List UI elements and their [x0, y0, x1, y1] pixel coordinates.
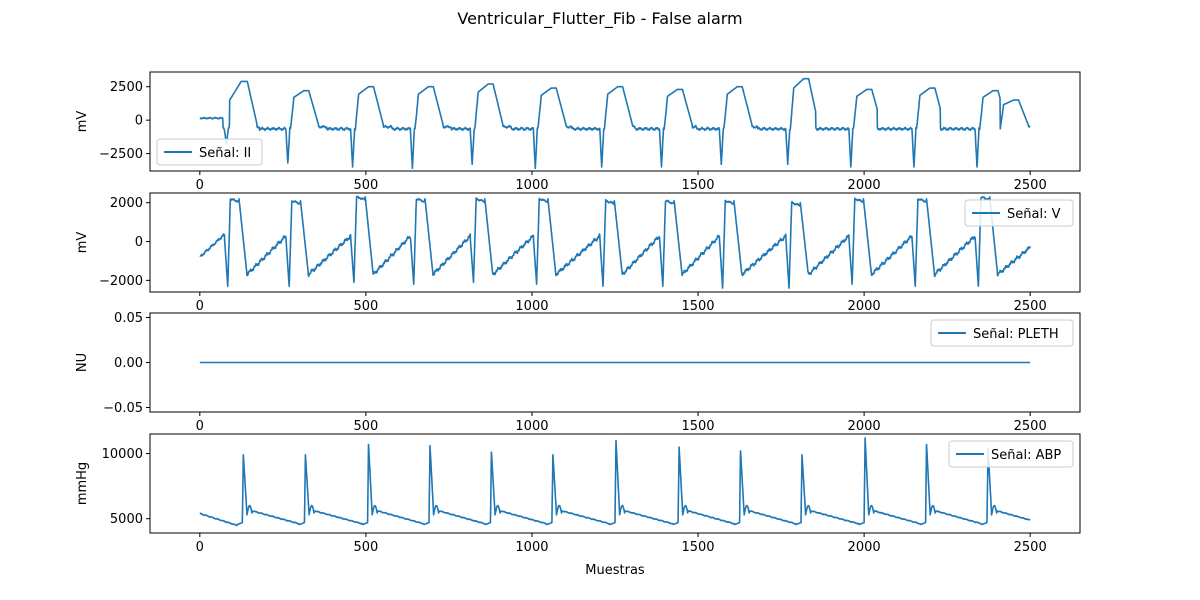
- axes-frame: [149, 433, 1081, 534]
- x-tick-label: 1500: [681, 540, 714, 555]
- legend-box: [964, 199, 1074, 227]
- y-tick-label: 10000: [102, 447, 143, 462]
- x-tick-label: 500: [353, 419, 378, 434]
- x-tick-label: 1500: [681, 299, 714, 314]
- y-tick-label: −2500: [99, 147, 143, 162]
- x-tick-label: 2000: [848, 299, 881, 314]
- subplot-3: 0 500 1000 1500 2000 2500 −0.05 0.00 0.05 NU Señal…: [75, 311, 1081, 434]
- x-tick-label: 1500: [681, 419, 714, 434]
- x-tick-label: 1000: [515, 540, 548, 555]
- figure-title: Ventricular_Flutter_Fib - False alarm: [457, 9, 743, 28]
- x-tick-label: 1000: [515, 178, 548, 193]
- x-tick-label: 500: [353, 299, 378, 314]
- y-axis-label: mmHg: [75, 462, 90, 505]
- y-tick-label: 2500: [110, 80, 143, 95]
- series-line: [199, 195, 1031, 289]
- x-tick-label: 2000: [848, 419, 881, 434]
- legend: Señal: V: [964, 199, 1074, 227]
- legend-label: Señal: V: [1007, 207, 1061, 222]
- y-tick-label: −0.05: [103, 401, 143, 416]
- axes-frame: [149, 71, 1081, 172]
- x-tick-label: 1000: [515, 419, 548, 434]
- x-tick-label: 2500: [1014, 299, 1047, 314]
- x-tick-label: 2000: [848, 540, 881, 555]
- legend-box: [930, 319, 1074, 347]
- legend: Señal: II: [156, 138, 263, 166]
- x-tick-label: 500: [353, 178, 378, 193]
- axes-frame: [149, 192, 1081, 293]
- x-tick-label: 0: [196, 419, 204, 434]
- y-axis-label: mV: [75, 111, 90, 133]
- series-line: [199, 437, 1031, 527]
- legend-label: Señal: ABP: [991, 448, 1061, 463]
- legend: Señal: ABP: [948, 440, 1074, 468]
- y-tick-label: 0.00: [114, 356, 143, 371]
- y-tick-label: −2000: [99, 274, 143, 289]
- subplot-4: 0 500 1000 1500 2000 2500 5000 10000 mmHg Señal: …: [75, 433, 1081, 555]
- x-tick-label: 1000: [515, 299, 548, 314]
- subplot-1: 0 500 1000 1500 2000 2500 −2500 0 2500 mV Señal: I…: [75, 71, 1081, 193]
- legend: Señal: PLETH: [930, 319, 1074, 347]
- x-tick-label: 500: [353, 540, 378, 555]
- x-tick-label: 2500: [1014, 540, 1047, 555]
- x-tick-label: 0: [196, 178, 204, 193]
- legend-box: [156, 138, 263, 166]
- legend-box: [948, 440, 1074, 468]
- subplot-2: 0 500 1000 1500 2000 2500 −2000 0 2000 mV Señal: V: [75, 192, 1081, 314]
- x-tick-label: 0: [196, 540, 204, 555]
- y-tick-label: 5000: [110, 512, 143, 527]
- y-tick-label: 0: [135, 114, 143, 129]
- x-tick-label: 1500: [681, 178, 714, 193]
- y-axis-label: mV: [75, 232, 90, 254]
- y-axis-label: NU: [75, 353, 90, 372]
- legend-label: Señal: II: [199, 146, 251, 161]
- series-line: [199, 77, 1031, 170]
- x-axis-label: Muestras: [585, 563, 645, 578]
- x-tick-label: 2500: [1014, 419, 1047, 434]
- x-tick-label: 2000: [848, 178, 881, 193]
- y-tick-label: 2000: [110, 196, 143, 211]
- subplot-panels: 0 500 1000 1500 2000 2500 −2500 0 2500 mV Señal: I…: [75, 71, 1081, 555]
- x-tick-label: 0: [196, 299, 204, 314]
- legend-label: Señal: PLETH: [973, 327, 1059, 342]
- y-tick-label: 0: [135, 235, 143, 250]
- y-tick-label: 0.05: [114, 311, 143, 326]
- x-tick-label: 2500: [1014, 178, 1047, 193]
